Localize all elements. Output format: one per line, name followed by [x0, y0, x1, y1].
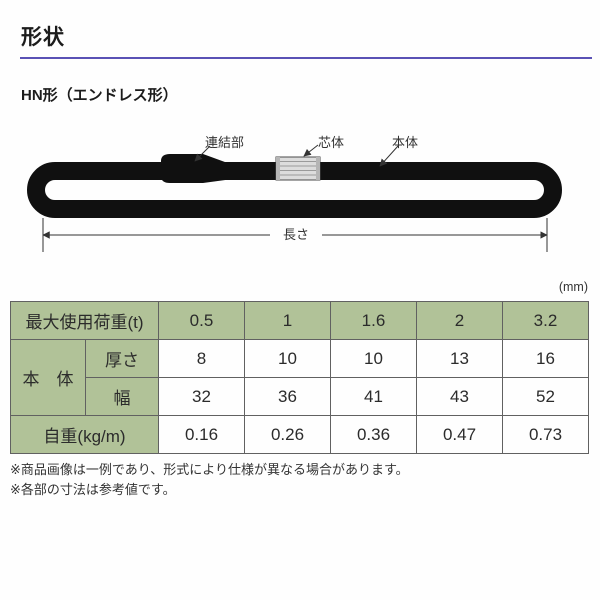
- sling-diagram: 連結部 芯体 本体 長さ: [0, 125, 600, 255]
- label-body: 本体: [392, 135, 419, 150]
- max-load-value: 1.6: [330, 301, 417, 340]
- page-title: 形状: [21, 26, 65, 49]
- thickness-value: 8: [158, 339, 245, 378]
- weight-value: 0.16: [158, 415, 245, 454]
- body-group-header: 本 体: [10, 339, 86, 416]
- thickness-value: 10: [330, 339, 417, 378]
- unit-label: (mm): [558, 280, 588, 294]
- width-value: 36: [244, 377, 331, 416]
- width-value: 43: [416, 377, 503, 416]
- weight-header: 自重(kg/m): [10, 415, 159, 454]
- label-length: 長さ: [270, 227, 322, 242]
- product-type-subtitle: HN形（エンドレス形）: [21, 87, 178, 104]
- max-load-value: 1: [244, 301, 331, 340]
- weight-value: 0.47: [416, 415, 503, 454]
- weight-value: 0.36: [330, 415, 417, 454]
- sling-diagram-graphic: [27, 144, 562, 252]
- max-load-value: 3.2: [502, 301, 589, 340]
- weight-value: 0.73: [502, 415, 589, 454]
- thickness-value: 16: [502, 339, 589, 378]
- width-header: 幅: [85, 377, 159, 416]
- table-row-width: 幅 32 36 41 43 52: [11, 377, 589, 416]
- leader-line-core: [303, 144, 319, 157]
- width-value: 52: [502, 377, 589, 416]
- weight-value: 0.26: [244, 415, 331, 454]
- thickness-value: 10: [244, 339, 331, 378]
- thickness-value: 13: [416, 339, 503, 378]
- max-load-header: 最大使用荷重(t): [10, 301, 159, 340]
- max-load-value: 0.5: [158, 301, 245, 340]
- table-row-thickness: 本 体 厚さ 8 10 10 13 16: [10, 339, 589, 416]
- width-value: 41: [330, 377, 417, 416]
- sling-core-part: [275, 156, 321, 181]
- leader-line-connector: [194, 145, 211, 162]
- title-underline: [20, 57, 592, 59]
- leader-line-body: [379, 145, 399, 167]
- label-connector: 連結部: [205, 135, 245, 150]
- label-core: 芯体: [318, 135, 345, 150]
- sling-connector-part: [161, 154, 229, 183]
- table-row-weight: 自重(kg/m) 0.16 0.26 0.36 0.47 0.73: [10, 415, 589, 454]
- thickness-header: 厚さ: [85, 339, 159, 378]
- width-value: 32: [158, 377, 245, 416]
- footnote-1: ※商品画像は一例であり、形式により仕様が異なる場合があります。: [10, 462, 409, 477]
- footnotes: ※商品画像は一例であり、形式により仕様が異なる場合があります。 ※各部の寸法は参…: [10, 461, 409, 501]
- length-dimension: [42, 218, 548, 252]
- footnote-2: ※各部の寸法は参考値です。: [10, 482, 176, 497]
- max-load-value: 2: [416, 301, 503, 340]
- spec-table: 最大使用荷重(t) 0.5 1 1.6 2 3.2 本 体 厚さ 8 10 10…: [10, 301, 589, 454]
- table-row-max-load: 最大使用荷重(t) 0.5 1 1.6 2 3.2: [10, 301, 589, 340]
